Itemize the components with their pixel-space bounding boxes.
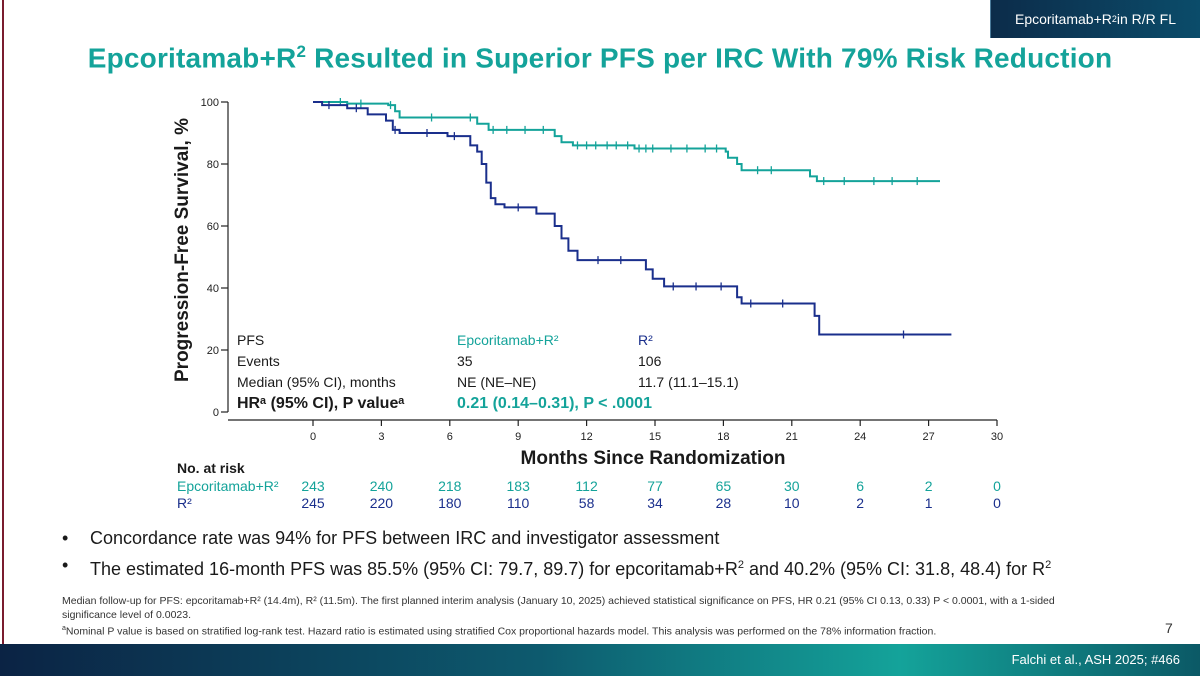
- stats-label-pfs: PFS: [237, 332, 265, 348]
- at-risk-r2-value: 10: [784, 495, 800, 511]
- x-tick-label: 24: [854, 431, 866, 443]
- header-tag: Epcoritamab+R 2 in R/R FL: [990, 0, 1200, 38]
- bullet-pfs-mid: and 40.2% (95% CI: 31.8, 48.4) for R: [743, 559, 1046, 579]
- at-risk-r2-value: 110: [507, 495, 530, 511]
- y-tick-label: 60: [207, 221, 219, 233]
- at-risk-r2-value: 34: [647, 495, 663, 511]
- at-risk-epco-value: 243: [301, 478, 325, 494]
- x-tick-label: 18: [717, 431, 729, 443]
- title-sup: 2: [296, 42, 307, 61]
- at-risk-epco-value: 30: [784, 478, 800, 494]
- at-risk-r2-label: R²: [177, 495, 192, 511]
- series-r2-line: [313, 101, 952, 336]
- title-suffix: Resulted in Superior PFS per IRC With 79…: [306, 42, 1113, 74]
- footnote-2: aNominal P value is based on stratified …: [62, 622, 1062, 639]
- bullet-pfs-sup2: 2: [1045, 559, 1052, 571]
- at-risk-epco-value: 6: [856, 478, 865, 494]
- series-epco-line: [313, 101, 940, 183]
- chart-curves: [313, 98, 952, 339]
- stats-epco-events: 35: [457, 353, 473, 369]
- at-risk-r2-value: 220: [369, 495, 394, 511]
- at-risk-epco-label: Epcoritamab+R²: [177, 478, 279, 494]
- at-risk-epco-value: 112: [575, 478, 598, 494]
- at-risk-r2-value: 1: [924, 495, 933, 511]
- at-risk-epco-value: 77: [647, 478, 663, 494]
- x-tick-label: 30: [991, 431, 1003, 443]
- footer-bar: [0, 644, 1200, 676]
- header-tag-sup: 2: [1111, 14, 1117, 24]
- at-risk-r2-value: 245: [301, 495, 325, 511]
- stats-hr-value: 0.21 (0.14–0.31), P < .0001: [457, 395, 652, 412]
- bullet-16-month-pfs: The estimated 16-month PFS was 85.5% (95…: [60, 552, 1051, 583]
- bullet-concordance: Concordance rate was 94% for PFS between…: [60, 525, 1051, 552]
- stats-r2-events: 106: [638, 353, 662, 369]
- at-risk-epco-value: 240: [369, 478, 394, 494]
- x-tick-label: 15: [649, 431, 661, 443]
- bullet-concordance-text: Concordance rate was 94% for PFS between…: [90, 528, 720, 548]
- at-risk-r2-value: 180: [438, 495, 462, 511]
- x-tick-label: 27: [922, 431, 934, 443]
- footnotes: Median follow-up for PFS: epcoritamab+R²…: [62, 595, 1062, 639]
- page-number: 7: [1165, 620, 1173, 636]
- header-tag-suffix: in R/R FL: [1116, 11, 1177, 27]
- footnote-2-sup: a: [62, 625, 66, 632]
- x-tick-label: 21: [786, 431, 798, 443]
- at-risk-r2-value: 58: [578, 495, 595, 511]
- y-tick-label: 20: [207, 345, 219, 357]
- at-risk-title: No. at risk: [177, 460, 245, 476]
- title-prefix: Epcoritamab+R: [87, 42, 297, 74]
- bullet-pfs-pre: The estimated 16-month PFS was 85.5% (95…: [90, 559, 738, 579]
- slide-title: Epcoritamab+R2 Resulted in Superior PFS …: [0, 42, 1200, 74]
- x-tick-label: 3: [378, 431, 384, 443]
- footnote-2-text: Nominal P value is based on stratified l…: [65, 625, 937, 638]
- stats-epco-median: NE (NE–NE): [457, 374, 537, 390]
- at-risk-epco-value: 218: [438, 478, 462, 494]
- x-tick-label: 9: [515, 431, 521, 443]
- at-risk-epco-value: 0: [993, 478, 1001, 494]
- y-tick-label: 80: [207, 159, 219, 171]
- x-axis-label: Months Since Randomization: [521, 448, 786, 469]
- citation: Falchi et al., ASH 2025; #466: [1011, 652, 1180, 667]
- y-tick-label: 40: [207, 283, 219, 295]
- at-risk-epco-value: 183: [506, 478, 530, 494]
- stats-epco-header: Epcoritamab+R²: [457, 332, 559, 348]
- bullet-list: Concordance rate was 94% for PFS between…: [60, 525, 1051, 583]
- at-risk-epco-value: 65: [715, 478, 732, 494]
- at-risk-r2-value: 28: [715, 495, 732, 511]
- stats-hr-label: HRᵃ (95% CI), P valueᵃ: [237, 395, 405, 412]
- at-risk-r2-value: 2: [856, 495, 865, 511]
- stats-r2-median: 11.7 (11.1–15.1): [638, 374, 739, 390]
- y-tick-label: 0: [213, 407, 219, 419]
- at-risk-r2-value: 0: [993, 495, 1001, 511]
- stats-r2-header: R²: [638, 332, 653, 348]
- x-tick-label: 12: [580, 431, 592, 443]
- footnote-1: Median follow-up for PFS: epcoritamab+R²…: [62, 595, 1055, 621]
- bullet-pfs-sup1: 2: [737, 559, 744, 571]
- header-tag-prefix: Epcoritamab+R: [1014, 11, 1112, 27]
- stats-label-events: Events: [237, 353, 280, 369]
- stats-label-median: Median (95% CI), months: [237, 374, 396, 390]
- y-tick-label: 100: [201, 97, 219, 109]
- x-tick-label: 6: [447, 431, 453, 443]
- x-tick-label: 0: [310, 431, 316, 443]
- accent-rule: [2, 0, 4, 645]
- at-risk-epco-value: 2: [924, 478, 933, 494]
- chart-axes: 0 20 40 60 80 100 0 3 6 9 12 15 18 21 24 27 30: [201, 97, 1003, 443]
- km-chart: 0 20 40 60 80 100 0 3 6 9 12 15 18 21 24 27 30 Months Si…: [201, 97, 1003, 469]
